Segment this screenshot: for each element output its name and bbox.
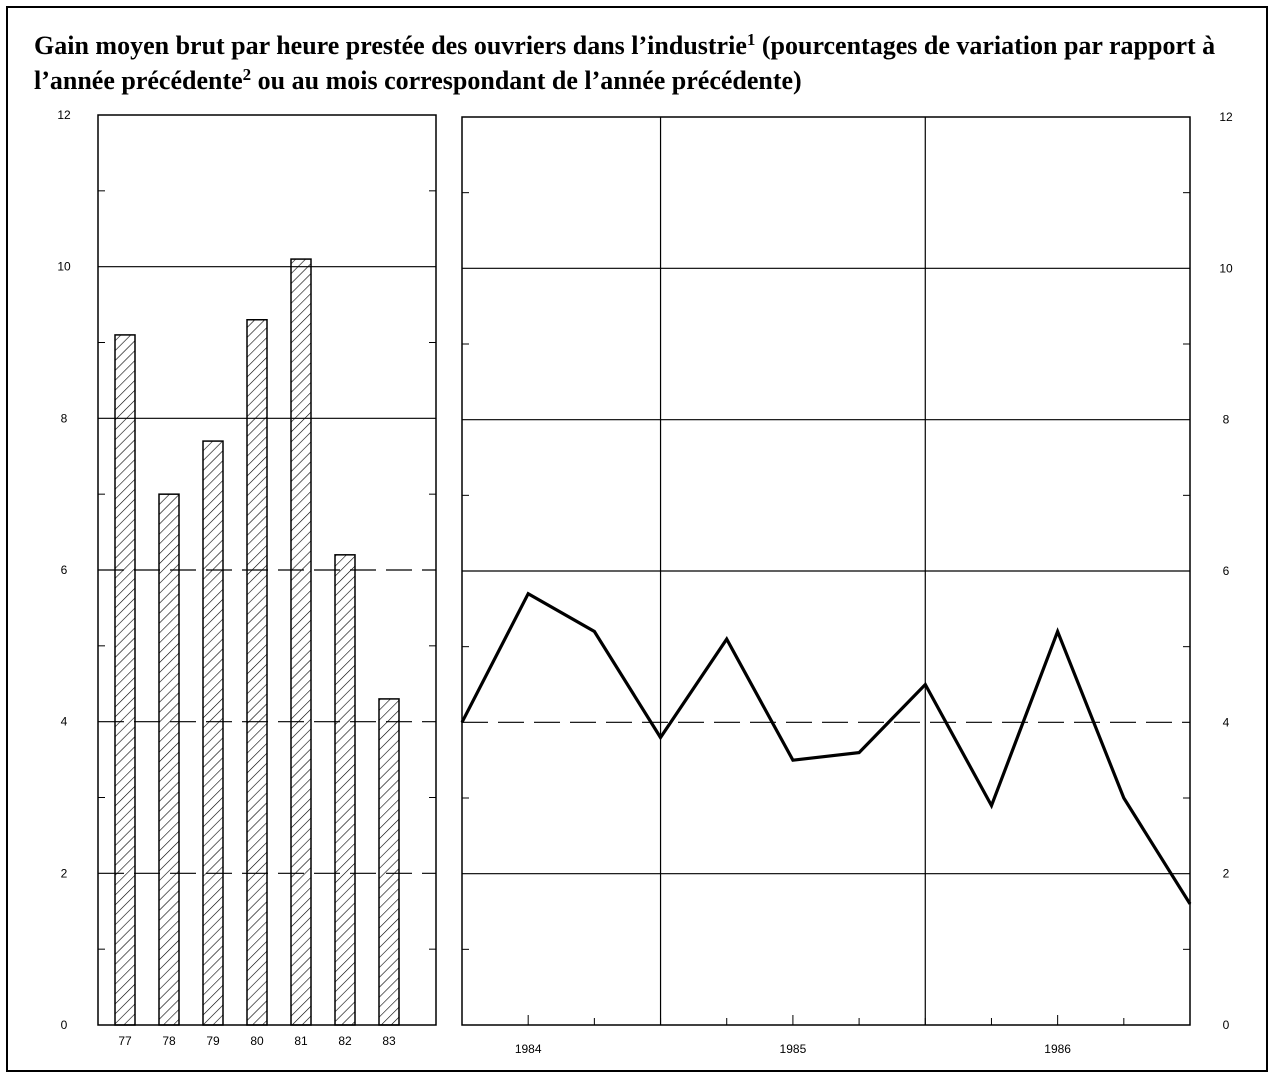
bar-83 bbox=[378, 698, 400, 1026]
x-year-label-1986: 1986 bbox=[1044, 1042, 1071, 1056]
bar-80 bbox=[246, 319, 268, 1026]
bar-79 bbox=[202, 440, 224, 1026]
x-year-label-1984: 1984 bbox=[515, 1042, 542, 1056]
series-point-1984-04 bbox=[593, 630, 596, 633]
series-point-1986-01 bbox=[1056, 630, 1059, 633]
left-y-tick-label: 12 bbox=[57, 108, 71, 122]
series-point-1986-07 bbox=[1189, 903, 1191, 905]
left-y-tick-label: 6 bbox=[61, 563, 68, 577]
series-point-1985-07 bbox=[924, 683, 927, 686]
left-y-tick-label: 4 bbox=[61, 715, 68, 729]
left-y-tick-label: 2 bbox=[61, 866, 68, 880]
right-y-tick-label: 8 bbox=[1223, 413, 1230, 427]
series-point-1985-01 bbox=[792, 759, 794, 761]
right-y-tick-label: 2 bbox=[1223, 867, 1230, 881]
x-year-label-1985: 1985 bbox=[780, 1042, 807, 1056]
left-y-tick-label: 8 bbox=[61, 411, 68, 425]
right-y-tick-label: 10 bbox=[1219, 261, 1233, 275]
series-point-1984-01 bbox=[527, 592, 529, 595]
right-panel-frame bbox=[461, 116, 1191, 1026]
series-point-1983-10 bbox=[461, 721, 463, 724]
x-tick-label-82: 82 bbox=[338, 1034, 352, 1048]
series-line bbox=[460, 591, 1192, 905]
bar-82 bbox=[334, 554, 356, 1026]
right-y-tick-label: 4 bbox=[1223, 715, 1230, 729]
x-tick-label-83: 83 bbox=[382, 1034, 396, 1048]
x-tick-label-78: 78 bbox=[162, 1034, 176, 1048]
chart-title: Gain moyen brut par heure prestée des ou… bbox=[34, 28, 1249, 98]
left-y-tick-label: 10 bbox=[57, 260, 71, 274]
right-y-tick-label: 6 bbox=[1223, 564, 1230, 578]
series-point-1985-04 bbox=[858, 751, 860, 754]
bar-78 bbox=[158, 493, 180, 1026]
left-y-tick-label: 0 bbox=[61, 1018, 68, 1032]
bar-77 bbox=[114, 334, 136, 1026]
x-tick-label-77: 77 bbox=[118, 1034, 132, 1048]
series-point-1984-07 bbox=[659, 736, 662, 739]
bar-81 bbox=[290, 258, 312, 1026]
title-part-3: ou au mois correspondant de l’année préc… bbox=[257, 66, 802, 95]
x-tick-label-81: 81 bbox=[294, 1034, 308, 1048]
series-point-1986-04 bbox=[1123, 797, 1125, 799]
series-point-1985-10 bbox=[990, 804, 993, 807]
quarterly-line-panel: 1984 1985 1986 0 2 4 6 8 10 12 bbox=[460, 110, 1233, 1056]
series-point-1984-10 bbox=[725, 638, 728, 640]
right-y-tick-label: 0 bbox=[1223, 1018, 1230, 1032]
title-part-2: (pourcentages de variation par rapport à… bbox=[34, 31, 1216, 95]
title-part-1: Gain moyen brut par heure prestée des ou… bbox=[34, 31, 747, 60]
x-tick-label-79: 79 bbox=[206, 1034, 220, 1048]
annual-bar-panel: 77 78 79 80 81 82 83 0 2 4 6 8 10 12 bbox=[57, 108, 437, 1048]
x-tick-label-80: 80 bbox=[250, 1034, 264, 1048]
right-y-tick-label: 12 bbox=[1219, 110, 1233, 124]
title-footnote-2: 2 bbox=[242, 65, 252, 84]
title-footnote-1: 1 bbox=[746, 30, 756, 49]
